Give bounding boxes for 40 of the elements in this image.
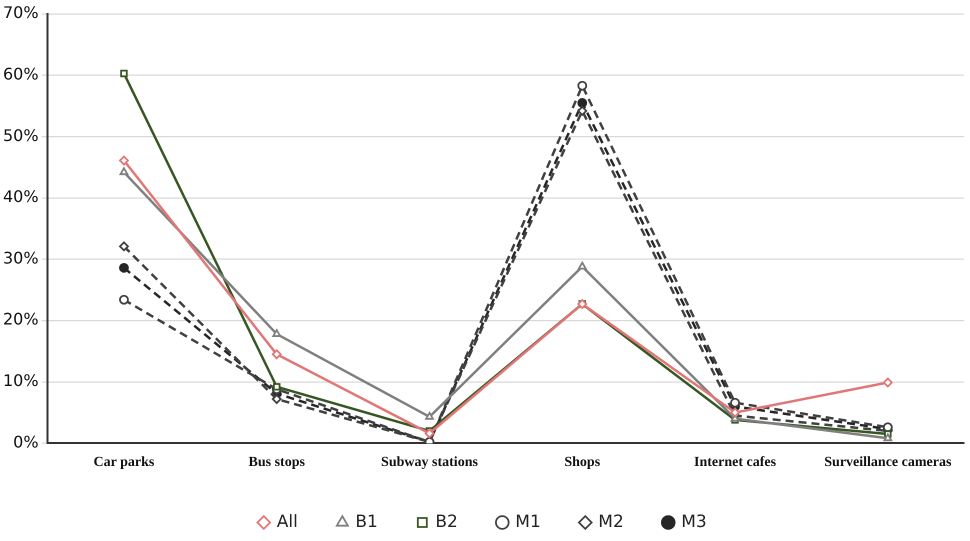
y-tick-label: 10% bbox=[3, 371, 39, 390]
point bbox=[272, 329, 282, 337]
x-tick-label: Bus stops bbox=[248, 455, 306, 470]
point bbox=[577, 106, 588, 116]
point bbox=[424, 428, 434, 438]
x-tick-label: Internet cafes bbox=[694, 455, 777, 470]
y-tick-label: 0% bbox=[13, 432, 39, 452]
point bbox=[730, 398, 740, 408]
x-tick-label: Surveillance cameras bbox=[824, 455, 952, 470]
y-tick-label: 40% bbox=[3, 187, 39, 206]
point bbox=[119, 294, 129, 305]
point bbox=[577, 98, 588, 108]
point bbox=[272, 349, 282, 360]
legend-label: All bbox=[276, 512, 298, 532]
legend-label: M1 bbox=[515, 512, 541, 532]
point bbox=[578, 262, 587, 270]
point bbox=[119, 262, 129, 273]
point bbox=[577, 80, 588, 91]
point bbox=[883, 433, 892, 442]
legend-label: M2 bbox=[598, 512, 624, 532]
point bbox=[425, 412, 434, 420]
point bbox=[730, 408, 740, 418]
y-tick-label: 70% bbox=[3, 3, 39, 22]
x-tick-label: Shops bbox=[564, 455, 601, 470]
legend-label: M3 bbox=[681, 512, 707, 532]
point bbox=[119, 241, 129, 252]
point bbox=[882, 378, 893, 388]
legend-label: B2 bbox=[435, 512, 458, 532]
point bbox=[120, 70, 128, 78]
point bbox=[272, 383, 280, 391]
y-tick-label: 50% bbox=[3, 126, 39, 145]
point bbox=[120, 167, 128, 176]
x-tick-label: Subway stations bbox=[381, 455, 478, 470]
point bbox=[272, 394, 282, 404]
point bbox=[119, 156, 129, 166]
x-tick-label: Car parks bbox=[94, 455, 155, 470]
y-tick-label: 60% bbox=[3, 64, 39, 84]
y-tick-label: 30% bbox=[3, 248, 39, 268]
legend-label: B1 bbox=[355, 512, 378, 532]
y-tick-label: 20% bbox=[3, 310, 39, 329]
